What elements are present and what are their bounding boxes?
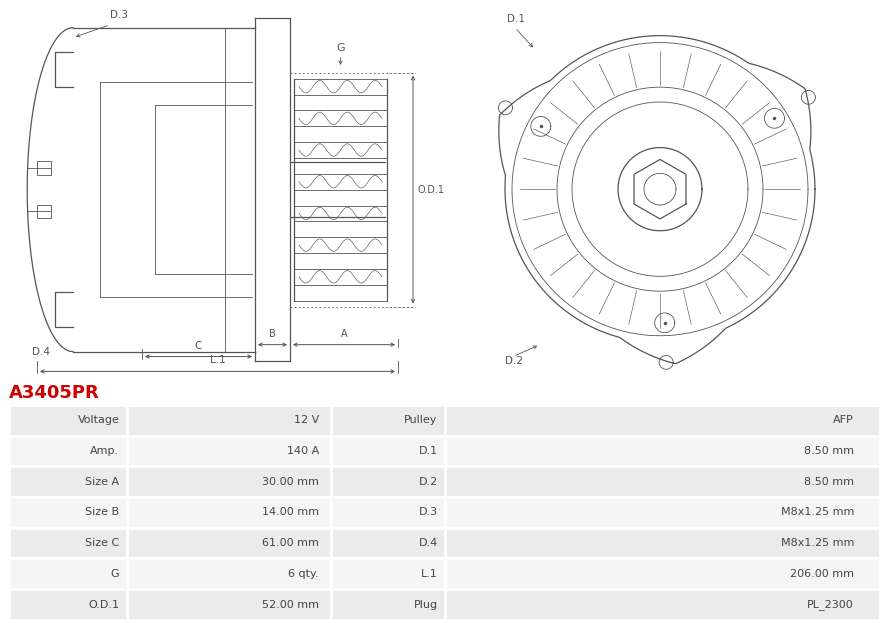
Text: 140 A: 140 A [287,446,319,456]
Text: PL_2300: PL_2300 [807,599,854,610]
Text: L.1: L.1 [210,356,226,366]
Text: D.1: D.1 [507,14,525,24]
Text: 8.50 mm: 8.50 mm [804,446,854,456]
Text: M8x1.25 mm: M8x1.25 mm [781,507,854,518]
Text: 14.00 mm: 14.00 mm [262,507,319,518]
Text: D.2: D.2 [505,356,523,366]
Text: A3405PR: A3405PR [9,384,100,402]
Text: D.4: D.4 [419,538,437,548]
Text: Voltage: Voltage [77,416,119,426]
Text: Plug: Plug [413,599,437,609]
Text: 12 V: 12 V [293,416,319,426]
Text: O.D.1: O.D.1 [417,184,444,194]
Text: A: A [340,329,348,339]
Text: Size B: Size B [85,507,119,518]
Text: G: G [336,43,345,53]
Text: Size A: Size A [85,477,119,487]
Text: 30.00 mm: 30.00 mm [262,477,319,487]
Text: 6 qty.: 6 qty. [288,569,319,579]
Text: G: G [111,569,119,579]
Text: M8x1.25 mm: M8x1.25 mm [781,538,854,548]
Text: O.D.1: O.D.1 [88,599,119,609]
Text: D.4: D.4 [32,346,50,356]
Text: 8.50 mm: 8.50 mm [804,477,854,487]
Text: D.3: D.3 [110,10,128,20]
Text: AFP: AFP [833,416,854,426]
Bar [37,204,51,219]
Text: D.1: D.1 [419,446,437,456]
Text: Pulley: Pulley [404,416,437,426]
Text: L.1: L.1 [420,569,437,579]
Text: Size C: Size C [85,538,119,548]
Text: 61.00 mm: 61.00 mm [262,538,319,548]
Text: D.3: D.3 [419,507,437,518]
Text: 52.00 mm: 52.00 mm [262,599,319,609]
Text: B: B [269,329,276,339]
Text: C: C [195,341,202,351]
Text: Amp.: Amp. [91,446,119,456]
Text: 206.00 mm: 206.00 mm [790,569,854,579]
Bar [37,161,51,175]
Text: D.2: D.2 [419,477,437,487]
